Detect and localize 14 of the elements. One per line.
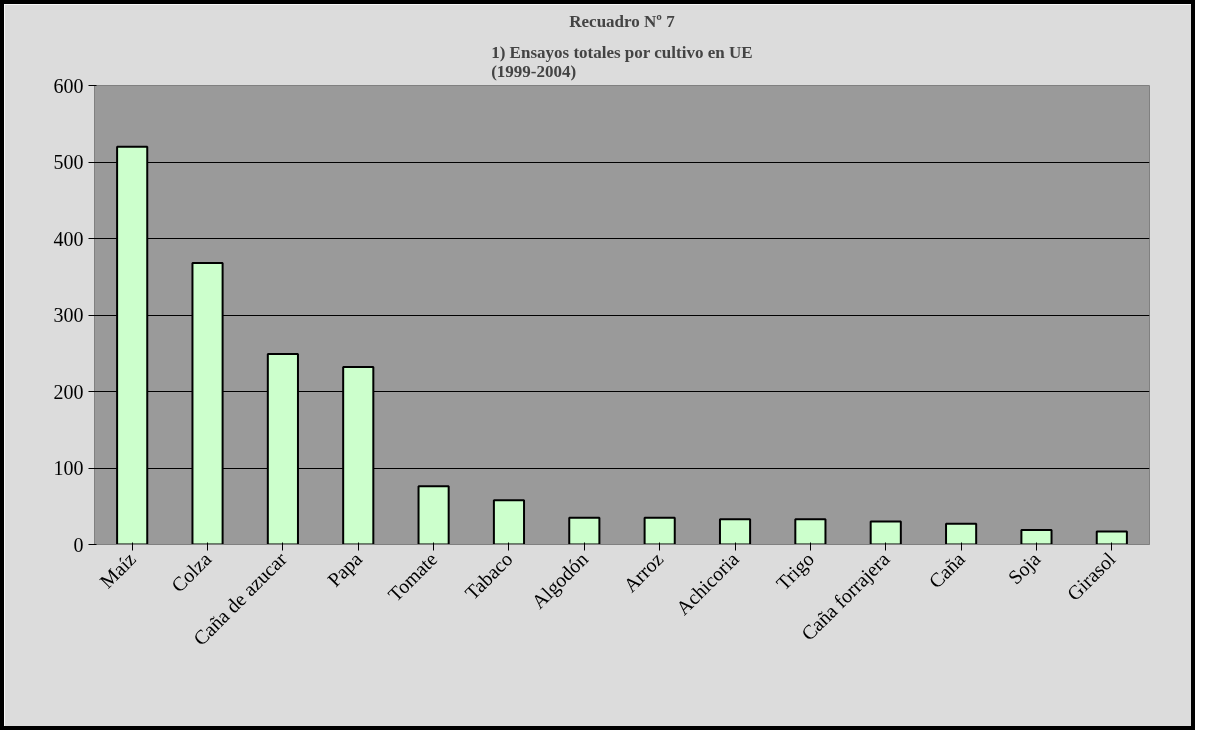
chart-subtitle: 1) Ensayos totales por cultivo en UE (1999-2004) — [491, 42, 753, 81]
x-tick-label: Soja — [1003, 547, 1046, 590]
x-tick-label: Trigo — [771, 547, 819, 595]
x-tick-label: Caña — [924, 547, 969, 593]
y-tick-label: 0 — [73, 533, 84, 556]
y-tick-label: 200 — [53, 380, 84, 403]
chart-title: Recuadro Nº 7 — [569, 11, 676, 31]
y-tick-label: 400 — [53, 227, 84, 250]
x-tick-label: Maíz — [95, 547, 141, 593]
y-tick-label: 300 — [53, 304, 84, 326]
y-tick-label: 500 — [53, 151, 84, 173]
y-tick-label: 600 — [53, 74, 84, 97]
x-tick-label: Papa — [322, 547, 367, 592]
y-tick-label: 100 — [53, 457, 84, 479]
